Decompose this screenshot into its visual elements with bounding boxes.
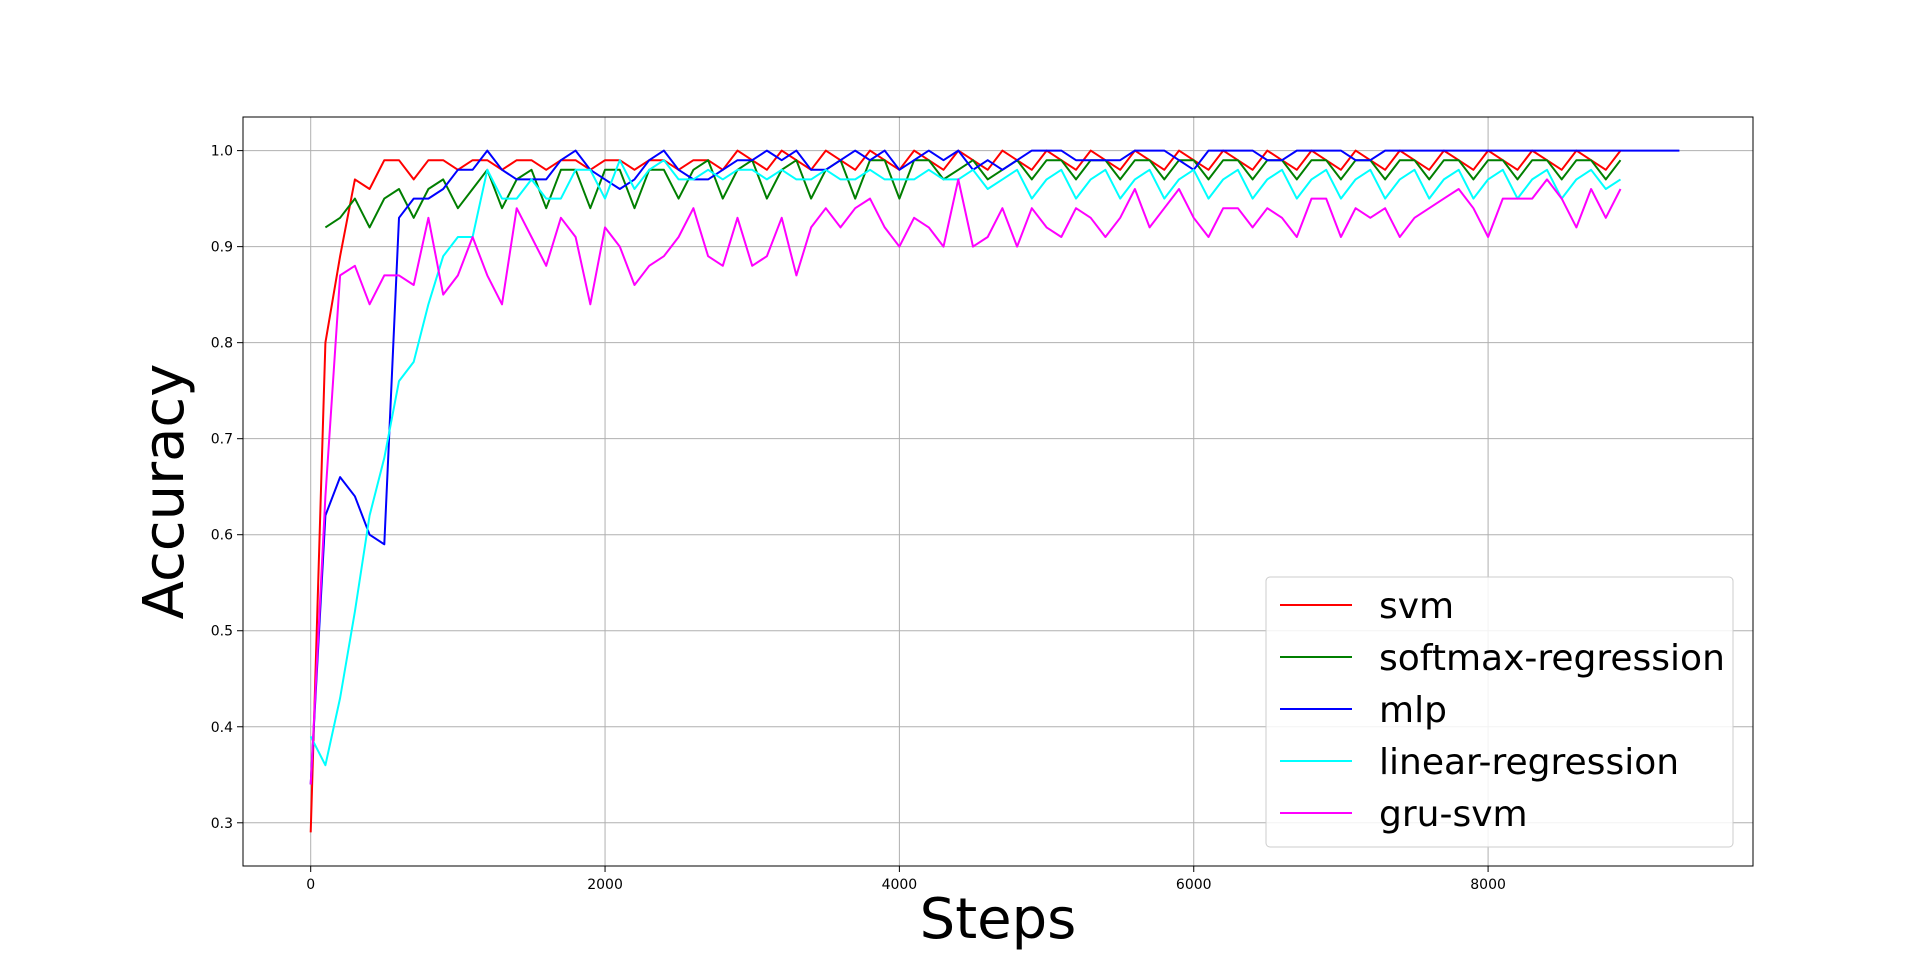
legend-label-svm: svm — [1379, 586, 1454, 627]
series-line-softmax-regression — [324, 159, 1622, 229]
x-tick-label: 2000 — [587, 877, 623, 893]
y-tick-label: 0.5 — [211, 624, 233, 640]
legend-label-linear-regression: linear-regression — [1379, 742, 1679, 783]
series-line-gru-svm — [309, 178, 1622, 785]
x-tick-label: 6000 — [1176, 877, 1212, 893]
y-axis-ticks: 0.3 0.4 0.5 0.6 0.7 0.8 0.9 1.0 — [211, 144, 243, 832]
y-tick-label: 0.4 — [211, 720, 233, 736]
x-tick-label: 0 — [306, 877, 315, 893]
x-tick-label: 4000 — [882, 877, 918, 893]
x-tick-label: 8000 — [1470, 877, 1506, 893]
y-tick-label: 0.6 — [211, 528, 233, 544]
plot-frame — [242, 116, 1754, 867]
y-tick-label: 0.8 — [211, 336, 233, 352]
series-line-linear-regression — [309, 159, 1622, 767]
series-line-svm — [309, 149, 1622, 833]
x-axis-ticks: 0 2000 4000 6000 8000 — [306, 866, 1506, 893]
legend-label-gru-svm: gru-svm — [1379, 794, 1528, 835]
legend-label-softmax-regression: softmax-regression — [1379, 638, 1725, 679]
x-axis-title: Steps — [920, 887, 1077, 952]
y-tick-label: 0.7 — [211, 432, 233, 448]
series-line-mlp — [309, 149, 1680, 785]
y-tick-label: 0.9 — [211, 240, 233, 256]
y-tick-label: 0.3 — [211, 816, 233, 832]
legend-box — [1265, 576, 1734, 848]
y-tick-label: 1.0 — [211, 144, 233, 160]
legend: svm softmax-regression mlp linear-regressio… — [1265, 576, 1734, 848]
y-axis-title: Accuracy — [132, 364, 197, 620]
series-lines — [309, 149, 1680, 833]
legend-label-mlp: mlp — [1379, 690, 1447, 731]
